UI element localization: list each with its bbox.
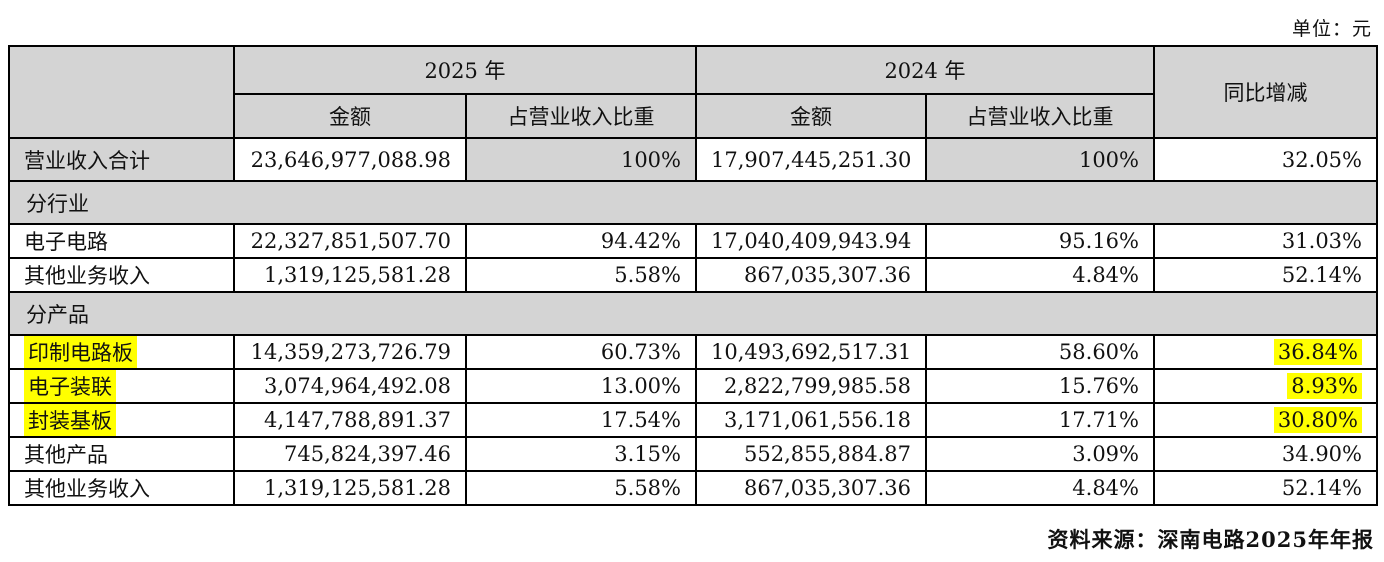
amount-2024-cell: 2,822,799,985.58 bbox=[695, 368, 927, 404]
yellow-highlight: 印制电路板 bbox=[24, 337, 137, 367]
yoy-cell: 52.14% bbox=[1153, 257, 1378, 293]
source-label: 资料来源：深南电路2025年年报 bbox=[1047, 527, 1374, 552]
revenue-table: 2025 年 2024 年 同比增减 金额 占营业收入比重 金额 占营业收入比重… bbox=[8, 45, 1378, 506]
table-row: 印制电路板 14,359,273,726.79 60.73% 10,493,692,5… bbox=[8, 334, 1378, 370]
share-2025-header: 占营业收入比重 bbox=[465, 93, 697, 139]
share-2025-cell: 60.73% bbox=[465, 334, 697, 370]
row-label-cell: 电子电路 bbox=[8, 223, 235, 259]
share-2025-cell: 94.42% bbox=[465, 223, 697, 259]
yoy-cell: 30.80% bbox=[1153, 402, 1378, 438]
yoy-header: 同比增减 bbox=[1153, 45, 1378, 139]
row-label-cell: 电子装联 bbox=[8, 368, 235, 404]
share-2024-cell: 3.09% bbox=[925, 436, 1155, 472]
section-row: 分行业 bbox=[8, 180, 1378, 225]
table-row: 其他产品 745,824,397.46 3.15% 552,855,884.87 3.0… bbox=[8, 436, 1378, 472]
amount-2025-header: 金额 bbox=[233, 93, 467, 139]
amount-2024-cell: 10,493,692,517.31 bbox=[695, 334, 927, 370]
year-2024-header: 2024 年 bbox=[695, 45, 1155, 95]
header-row-measures: 金额 占营业收入比重 金额 占营业收入比重 bbox=[9, 93, 1377, 139]
header-row-years: 2025 年 2024 年 同比增减 bbox=[8, 45, 1378, 139]
yoy-cell: 52.14% bbox=[1153, 470, 1378, 506]
share-2025-cell: 17.54% bbox=[465, 402, 697, 438]
amount-2024-cell: 3,171,061,556.18 bbox=[695, 402, 927, 438]
share-2024-cell: 4.84% bbox=[925, 470, 1155, 506]
yellow-highlight: 封装基板 bbox=[24, 405, 116, 435]
yellow-highlight: 30.80% bbox=[1273, 407, 1362, 433]
row-label-cell: 其他业务收入 bbox=[8, 257, 235, 293]
share-2025-cell: 5.58% bbox=[465, 470, 697, 506]
row-label-cell: 印制电路板 bbox=[8, 334, 235, 370]
table-row: 其他业务收入 1,319,125,581.28 5.58% 867,035,307.3… bbox=[8, 257, 1378, 293]
share-2024-cell: 95.16% bbox=[925, 223, 1155, 259]
share-2025-cell: 13.00% bbox=[465, 368, 697, 404]
amount-2025-cell: 22,327,851,507.70 bbox=[233, 223, 467, 259]
section-row: 分产品 bbox=[8, 291, 1378, 336]
amount-2024-cell: 552,855,884.87 bbox=[695, 436, 927, 472]
amount-2024-cell: 17,040,409,943.94 bbox=[695, 223, 927, 259]
yellow-highlight: 36.84% bbox=[1273, 339, 1362, 365]
row-label-cell: 其他产品 bbox=[8, 436, 235, 472]
share-2024-cell: 58.60% bbox=[925, 334, 1155, 370]
yoy-cell: 34.90% bbox=[1153, 436, 1378, 472]
amount-2025-cell: 3,074,964,492.08 bbox=[233, 368, 467, 404]
share-2024-cell: 17.71% bbox=[925, 402, 1155, 438]
section-label-cell: 分产品 bbox=[8, 291, 1378, 336]
amount-2024-cell: 17,907,445,251.30 bbox=[695, 137, 927, 182]
amount-2025-cell: 23,646,977,088.98 bbox=[233, 137, 467, 182]
share-2024-cell: 4.84% bbox=[925, 257, 1155, 293]
table-row: 电子装联 3,074,964,492.08 13.00% 2,822,799,985.… bbox=[8, 368, 1378, 404]
share-2024-cell: 100% bbox=[925, 137, 1155, 182]
amount-2025-cell: 4,147,788,891.37 bbox=[233, 402, 467, 438]
amount-2025-cell: 14,359,273,726.79 bbox=[233, 334, 467, 370]
share-2024-cell: 15.76% bbox=[925, 368, 1155, 404]
year-2025-header: 2025 年 bbox=[233, 45, 697, 95]
unit-label: 单位：元 bbox=[1291, 18, 1372, 40]
share-2025-cell: 3.15% bbox=[465, 436, 697, 472]
table-row: 其他业务收入 1,319,125,581.28 5.58% 867,035,307.3… bbox=[8, 470, 1378, 506]
row-label-cell: 其他业务收入 bbox=[8, 470, 235, 506]
yoy-cell: 8.93% bbox=[1153, 368, 1378, 404]
amount-2025-cell: 1,319,125,581.28 bbox=[233, 470, 467, 506]
yoy-cell: 32.05% bbox=[1153, 137, 1378, 182]
amount-2025-cell: 745,824,397.46 bbox=[233, 436, 467, 472]
table-row: 电子电路 22,327,851,507.70 94.42% 17,040,409,94… bbox=[8, 223, 1378, 259]
yoy-cell: 36.84% bbox=[1153, 334, 1378, 370]
section-label-cell: 分行业 bbox=[8, 180, 1378, 225]
table-row: 营业收入合计 23,646,977,088.98 100% 17,907,445,25… bbox=[8, 137, 1378, 182]
yellow-highlight: 8.93% bbox=[1287, 373, 1362, 399]
corner-blank-cell bbox=[8, 45, 235, 139]
revenue-table-body: 营业收入合计 23,646,977,088.98 100% 17,907,445,25… bbox=[8, 137, 1378, 506]
yellow-highlight: 电子装联 bbox=[24, 371, 116, 401]
amount-2024-cell: 867,035,307.36 bbox=[695, 470, 927, 506]
share-2025-cell: 100% bbox=[465, 137, 697, 182]
row-label-cell: 封装基板 bbox=[8, 402, 235, 438]
amount-2024-header: 金额 bbox=[695, 93, 927, 139]
share-2024-header: 占营业收入比重 bbox=[925, 93, 1155, 139]
yoy-cell: 31.03% bbox=[1153, 223, 1378, 259]
amount-2025-cell: 1,319,125,581.28 bbox=[233, 257, 467, 293]
row-label-cell: 营业收入合计 bbox=[8, 137, 235, 182]
table-row: 封装基板 4,147,788,891.37 17.54% 3,171,061,556.… bbox=[8, 402, 1378, 438]
share-2025-cell: 5.58% bbox=[465, 257, 697, 293]
amount-2024-cell: 867,035,307.36 bbox=[695, 257, 927, 293]
